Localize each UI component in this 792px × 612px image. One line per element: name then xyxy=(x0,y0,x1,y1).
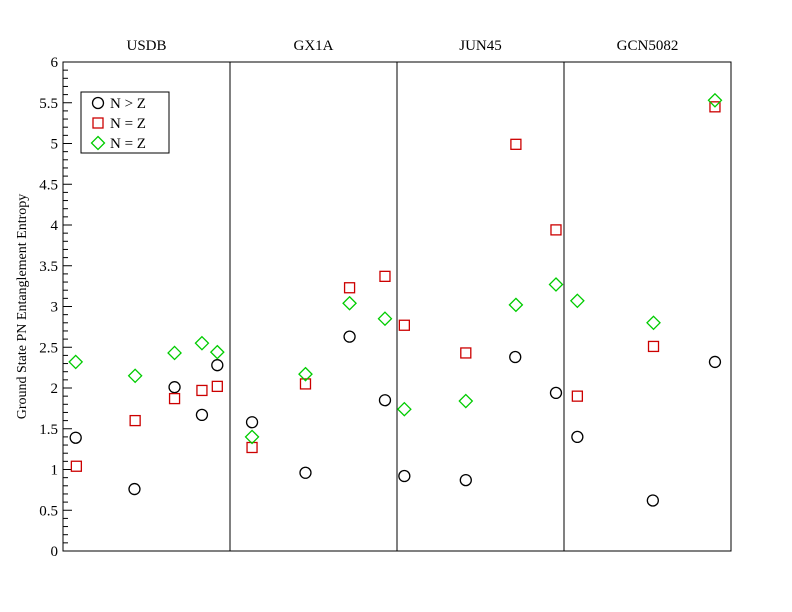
data-point-circle xyxy=(378,394,392,407)
y-axis-label: Ground State PN Entanglement Entropy xyxy=(15,194,30,420)
panel-labels: USDB GX1A JUN45 GCN5082 xyxy=(126,38,678,54)
data-point-diamond xyxy=(707,92,723,108)
series-diamond xyxy=(68,92,723,445)
data-point-diamond xyxy=(646,315,661,331)
data-point-circle xyxy=(168,381,181,394)
data-point-diamond xyxy=(209,344,225,360)
legend-label: N = Z xyxy=(110,116,146,132)
y-tick-label: 2.5 xyxy=(39,340,58,356)
data-point-square xyxy=(550,224,562,236)
y-axis: 0 0.5 1 1.5 2 2.5 3 3.5 4 4.5 5 5.5 6 xyxy=(39,55,72,560)
y-tick-label: 3.5 xyxy=(39,259,58,275)
legend-circle-icon xyxy=(91,96,105,110)
panel-label: JUN45 xyxy=(459,38,502,54)
y-tick-label: 4.5 xyxy=(39,177,58,193)
series-circle xyxy=(69,330,722,507)
y-tick-label: 2 xyxy=(51,381,59,397)
data-point-square xyxy=(129,414,141,427)
data-point-square xyxy=(571,390,584,402)
legend-label: N > Z xyxy=(110,96,146,112)
data-point-diamond xyxy=(377,311,393,327)
panel-dividers xyxy=(229,62,565,551)
data-point-square xyxy=(647,340,660,353)
series-square xyxy=(70,101,721,472)
y-tick-label: 0.5 xyxy=(39,503,58,519)
data-point-circle xyxy=(343,330,356,343)
data-point-square xyxy=(196,384,208,397)
data-point-diamond xyxy=(194,335,210,351)
data-point-square xyxy=(343,282,356,294)
data-point-circle xyxy=(646,494,659,507)
legend-diamond-icon xyxy=(90,135,106,151)
data-point-circle xyxy=(211,359,224,372)
y-tick-label: 1 xyxy=(51,463,59,479)
data-point-circle xyxy=(195,408,209,422)
legend-square-icon xyxy=(92,117,104,129)
legend: N > Z N = Z N = Z xyxy=(80,91,170,154)
data-points xyxy=(68,92,723,507)
y-tick-label: 5 xyxy=(51,137,59,153)
data-point-diamond xyxy=(548,277,564,292)
data-point-circle xyxy=(299,466,312,479)
legend-label: N = Z xyxy=(110,136,146,152)
y-tick-label: 5.5 xyxy=(39,96,58,112)
data-point-square xyxy=(398,319,410,331)
data-point-diamond xyxy=(508,297,524,313)
data-point-circle xyxy=(509,350,522,364)
data-point-circle xyxy=(69,431,82,444)
y-tick-label: 4 xyxy=(51,218,59,234)
y-tick-label: 6 xyxy=(51,55,59,71)
y-tick-label: 1.5 xyxy=(39,422,58,438)
data-point-diamond xyxy=(396,401,412,417)
legend-box xyxy=(80,91,170,154)
data-point-diamond xyxy=(127,368,143,384)
data-point-diamond xyxy=(167,345,182,361)
data-point-circle xyxy=(398,469,411,483)
data-point-square xyxy=(70,460,83,472)
data-point-diamond xyxy=(244,429,260,445)
data-point-circle xyxy=(459,473,472,487)
panel-label: USDB xyxy=(126,38,166,54)
data-point-diamond xyxy=(342,295,357,311)
data-point-square xyxy=(299,378,312,390)
data-point-circle xyxy=(571,430,584,444)
data-point-square xyxy=(510,138,522,150)
y-tick-label: 0 xyxy=(51,544,59,560)
data-point-square xyxy=(709,101,721,113)
panel-label: GX1A xyxy=(294,38,334,54)
panel-label: GCN5082 xyxy=(617,38,679,54)
data-point-diamond xyxy=(569,293,585,309)
data-point-diamond xyxy=(68,354,84,370)
y-tick-label: 3 xyxy=(51,300,59,316)
data-point-circle xyxy=(128,482,141,496)
data-point-circle xyxy=(549,386,563,400)
plot-frame xyxy=(62,61,732,552)
data-point-square xyxy=(379,270,391,282)
data-point-circle xyxy=(245,416,259,429)
data-point-square xyxy=(460,347,472,359)
data-point-square xyxy=(211,380,223,393)
data-point-diamond xyxy=(298,366,313,382)
data-point-diamond xyxy=(458,393,474,409)
data-point-square xyxy=(168,392,181,405)
data-point-circle xyxy=(708,355,722,369)
